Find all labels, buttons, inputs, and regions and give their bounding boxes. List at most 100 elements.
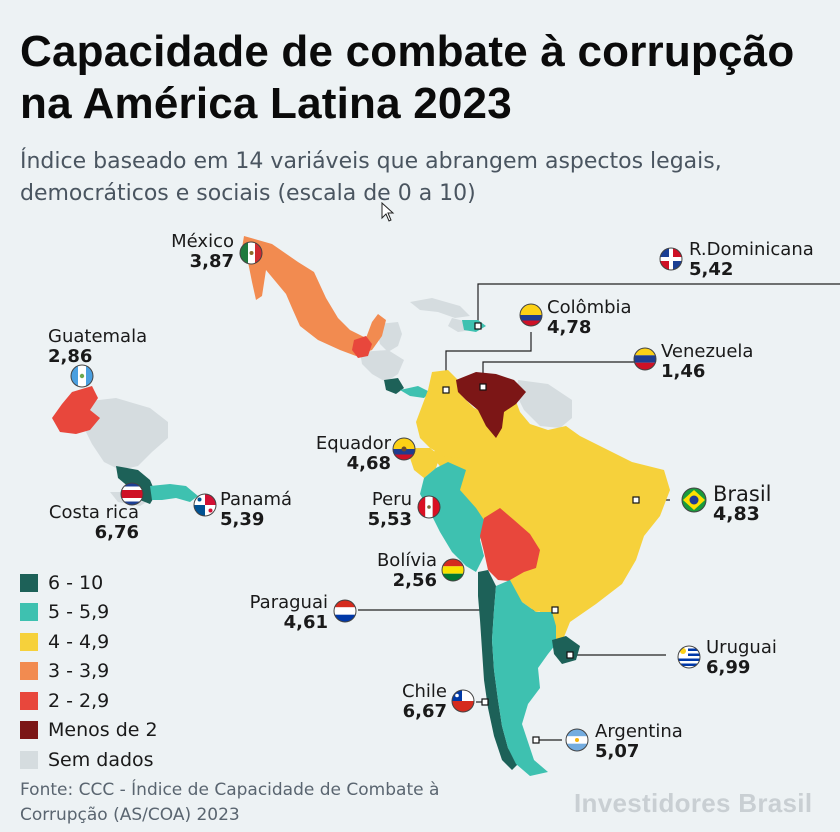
mexico-name: México xyxy=(171,231,234,252)
argentina-shape xyxy=(492,580,556,776)
legend-label: 4 - 4,9 xyxy=(48,630,110,653)
dominicana-flag-icon xyxy=(659,247,683,271)
mexico-label: México 3,87 xyxy=(171,232,234,272)
colombia-label: Colômbia 4,78 xyxy=(547,298,632,338)
argentina-value: 5,07 xyxy=(595,741,640,762)
legend-item: Menos de 2 xyxy=(20,716,158,746)
dominicana-value: 5,42 xyxy=(689,259,734,280)
legend-swatch xyxy=(20,632,38,651)
colombia-value: 4,78 xyxy=(547,317,592,338)
venezuela-value: 1,46 xyxy=(661,361,706,382)
bolivia-name: Bolívia xyxy=(376,550,437,571)
legend-item: 6 - 10 xyxy=(20,568,158,598)
argentina-label: Argentina 5,07 xyxy=(595,722,683,762)
peru-name: Peru xyxy=(371,489,412,510)
panama-value: 5,39 xyxy=(220,509,265,530)
uruguai-name: Uruguai xyxy=(706,637,777,658)
guatemala-shape xyxy=(352,336,372,358)
guatemala-zoom-shape xyxy=(52,386,100,434)
argentina-flag-icon xyxy=(565,728,589,752)
legend-item: 5 - 5,9 xyxy=(20,598,158,628)
panama-label: Panamá 5,39 xyxy=(220,490,292,530)
legend-label: 5 - 5,9 xyxy=(48,601,110,624)
brasil-value: 4,83 xyxy=(713,503,760,525)
legend-item: Sem dados xyxy=(20,745,158,775)
paraguai-name: Paraguai xyxy=(249,592,328,613)
no-data-areas xyxy=(82,298,572,506)
source-note: Fonte: CCC - Índice de Capacidade de Com… xyxy=(20,780,440,825)
chile-label: Chile 6,67 xyxy=(402,682,447,722)
venezuela-name: Venezuela xyxy=(661,341,754,362)
equador-value: 4,68 xyxy=(346,453,391,474)
legend-label: Sem dados xyxy=(48,748,154,771)
brand-watermark: Investidores Brasil xyxy=(574,788,813,818)
legend-item: 2 - 2,9 xyxy=(20,686,158,716)
costa-rica-label: Costa rica 6,76 xyxy=(49,503,139,543)
equador-flag-icon xyxy=(392,437,416,461)
guatemala-name: Guatemala xyxy=(48,326,148,347)
peru-label: Peru 5,53 xyxy=(368,490,412,530)
dominicana-name: R.Dominicana xyxy=(689,239,814,260)
panama-shape xyxy=(400,386,430,398)
panama-flag-icon xyxy=(193,493,217,517)
peru-flag-icon xyxy=(417,495,441,519)
legend-label: 6 - 10 xyxy=(48,571,104,594)
paraguai-label: Paraguai 4,61 xyxy=(250,593,328,633)
colombia-flag-icon xyxy=(519,303,543,327)
brasil-flag-icon xyxy=(681,487,707,513)
chile-shape xyxy=(478,570,518,770)
chart-subtitle: Índice baseado em 14 variáveis que abran… xyxy=(20,149,722,206)
equador-name: Equador xyxy=(315,433,391,454)
legend-item: 3 - 3,9 xyxy=(20,657,158,687)
guatemala-flag-icon xyxy=(70,364,94,388)
guatemala-value: 2,86 xyxy=(48,346,93,367)
peru-value: 5,53 xyxy=(367,509,412,530)
legend-label: Menos de 2 xyxy=(48,719,158,742)
brasil-shape xyxy=(432,396,670,652)
mexico-value: 3,87 xyxy=(189,251,234,272)
equador-shape xyxy=(410,448,440,478)
mexico-flag-icon xyxy=(239,241,263,265)
costa-rica-shape xyxy=(384,378,404,394)
legend-swatch xyxy=(20,662,38,681)
legend-swatch xyxy=(20,573,38,592)
bolivia-value: 2,56 xyxy=(392,570,437,591)
dominicana-label: R.Dominicana 5,42 xyxy=(689,240,814,280)
legend-swatch xyxy=(20,603,38,622)
costa-rica-flag-icon xyxy=(120,482,144,506)
legend-swatch xyxy=(20,721,38,740)
legend-swatch xyxy=(20,750,38,769)
chile-name: Chile xyxy=(401,681,447,702)
paraguai-shape xyxy=(510,568,552,612)
brasil-label: Brasil 4,83 xyxy=(713,482,772,525)
costa-rica-value: 6,76 xyxy=(94,522,139,543)
bolivia-shape xyxy=(480,508,540,582)
leader-markers xyxy=(442,322,640,744)
paraguai-flag-icon xyxy=(333,599,357,623)
venezuela-flag-icon xyxy=(633,347,657,371)
legend-swatch xyxy=(20,691,38,710)
legend-item: 4 - 4,9 xyxy=(20,627,158,657)
uruguai-label: Uruguai 6,99 xyxy=(706,638,777,678)
venezuela-label: Venezuela 1,46 xyxy=(661,342,753,382)
colombia-name: Colômbia xyxy=(547,297,632,318)
panama-zoom-shape xyxy=(150,484,198,502)
uruguai-flag-icon xyxy=(677,645,701,669)
uruguai-value: 6,99 xyxy=(706,657,751,678)
chart-title: Capacidade de combate à corrupção na Amé… xyxy=(20,27,795,128)
brasil-name: Brasil xyxy=(713,482,772,506)
dominicana-shape xyxy=(462,320,486,332)
bolivia-flag-icon xyxy=(441,558,465,582)
peru-shape xyxy=(420,462,484,572)
legend-label: 3 - 3,9 xyxy=(48,660,110,683)
equador-label: Equador 4,68 xyxy=(316,434,391,474)
bolivia-label: Bolívia 2,56 xyxy=(377,551,437,591)
legend: 6 - 10 5 - 5,9 4 - 4,9 3 - 3,9 2 - 2,9 M… xyxy=(20,568,158,775)
costa-rica-name: Costa rica xyxy=(48,502,139,523)
legend-label: 2 - 2,9 xyxy=(48,689,110,712)
argentina-name: Argentina xyxy=(595,721,683,742)
panama-name: Panamá xyxy=(220,489,293,510)
colombia-shape xyxy=(416,370,494,458)
paraguai-value: 4,61 xyxy=(283,612,328,633)
